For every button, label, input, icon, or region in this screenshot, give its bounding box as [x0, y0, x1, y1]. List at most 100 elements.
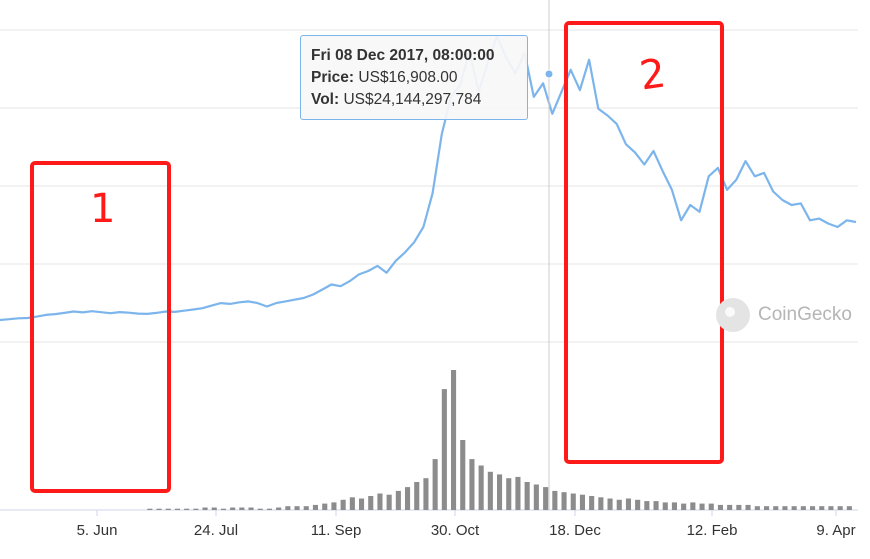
volume-bar [635, 499, 641, 510]
volume-bar [497, 474, 503, 510]
volume-bar [653, 501, 659, 510]
volume-bar [156, 508, 162, 510]
volume-bar [607, 498, 613, 510]
volume-bar [543, 487, 549, 510]
volume-bar [764, 506, 770, 510]
annotation-label-1: 1 [90, 186, 116, 232]
volume-bar [579, 494, 585, 510]
volume-bar [165, 508, 171, 510]
volume-bar [589, 496, 595, 510]
watermark-text: CoinGecko [758, 304, 852, 325]
volume-bar [276, 507, 282, 510]
volume-bar [754, 506, 760, 510]
volume-bar [533, 484, 539, 510]
volume-bar [331, 502, 337, 510]
volume-bar [515, 476, 521, 510]
volume-bar [349, 497, 355, 510]
volume-bar [377, 493, 383, 510]
volume-bar [368, 496, 374, 510]
volume-bar [395, 490, 401, 510]
volume-bar [386, 494, 392, 510]
volume-bar [837, 506, 843, 510]
volume-bar [717, 504, 723, 510]
x-tick-label: 24. Jul [194, 522, 238, 539]
volume-bar [405, 487, 411, 510]
x-tick-label: 5. Jun [77, 522, 118, 539]
volume-bar [736, 504, 742, 510]
x-tick-label: 11. Sep [311, 522, 362, 539]
volume-bar [681, 503, 687, 510]
tooltip-price: US$16,908.00 [358, 69, 458, 86]
volume-bar [791, 506, 797, 510]
volume-bar [359, 498, 365, 510]
volume-bar [570, 493, 576, 510]
volume-bar [202, 507, 208, 510]
volume-bar [708, 503, 714, 510]
volume-bar [174, 508, 180, 510]
gecko-logo-icon [716, 298, 750, 332]
volume-bar [248, 507, 254, 510]
volume-bar [303, 506, 309, 510]
volume-bar [469, 459, 475, 510]
volume-bar [460, 440, 466, 510]
x-tick-label: 9. Apr [816, 522, 855, 539]
coingecko-watermark: CoinGecko [716, 298, 852, 332]
volume-bar [423, 478, 429, 510]
volume-bar [773, 506, 779, 510]
volume-bar [506, 478, 512, 510]
volume-bar [478, 465, 484, 510]
volume-bar [552, 490, 558, 510]
x-axis: 5. Jun 24. Jul 11. Sep 30. Oct 18. Dec 12. Fe… [77, 510, 856, 539]
volume-bar [441, 389, 447, 510]
volume-bar [524, 482, 530, 510]
tooltip-price-label: Price: [311, 69, 355, 86]
annotation-box-2 [564, 21, 724, 464]
volume-bar [414, 482, 420, 510]
volume-bar [616, 499, 622, 510]
volume-bar [625, 498, 631, 510]
volume-bar [745, 504, 751, 510]
volume-bar [184, 508, 190, 510]
price-line-series[interactable] [0, 34, 857, 322]
volume-bar [451, 370, 457, 510]
volume-bar [819, 506, 825, 510]
volume-bars [147, 370, 852, 510]
volume-bar [322, 503, 328, 510]
volume-bar [230, 507, 236, 510]
volume-bar [598, 497, 604, 510]
annotation-box-1 [30, 161, 171, 493]
volume-bar [828, 506, 834, 510]
tooltip-vol-label: Vol: [311, 91, 340, 108]
volume-bar [810, 506, 816, 510]
x-tick-label: 18. Dec [549, 522, 601, 539]
chart-tooltip: Fri 08 Dec 2017, 08:00:00 Price: US$16,9… [300, 35, 528, 120]
volume-bar [782, 506, 788, 510]
tooltip-date: Fri 08 Dec 2017, 08:00:00 [311, 47, 495, 64]
volume-bar [662, 502, 668, 510]
volume-bar [239, 507, 245, 510]
volume-bar [432, 459, 438, 510]
volume-bar [220, 508, 226, 510]
volume-bar [285, 506, 291, 510]
volume-bar [671, 502, 677, 510]
volume-bar [211, 507, 217, 510]
volume-bar [561, 492, 567, 510]
x-tick-label: 30. Oct [431, 522, 480, 539]
gridlines [0, 29, 858, 511]
volume-bar [846, 506, 852, 510]
volume-bar [800, 506, 806, 510]
hover-point-marker[interactable] [544, 69, 554, 79]
volume-bar [312, 504, 318, 510]
volume-bar [340, 499, 346, 510]
volume-bar [147, 508, 153, 510]
volume-bar [193, 508, 199, 510]
volume-bar [487, 471, 493, 510]
volume-bar [644, 501, 650, 510]
volume-bar [690, 502, 696, 510]
volume-bar [699, 503, 705, 510]
volume-bar [727, 504, 733, 510]
volume-bar [294, 506, 300, 510]
volume-bar [257, 508, 263, 510]
x-tick-label: 12. Feb [687, 522, 738, 539]
